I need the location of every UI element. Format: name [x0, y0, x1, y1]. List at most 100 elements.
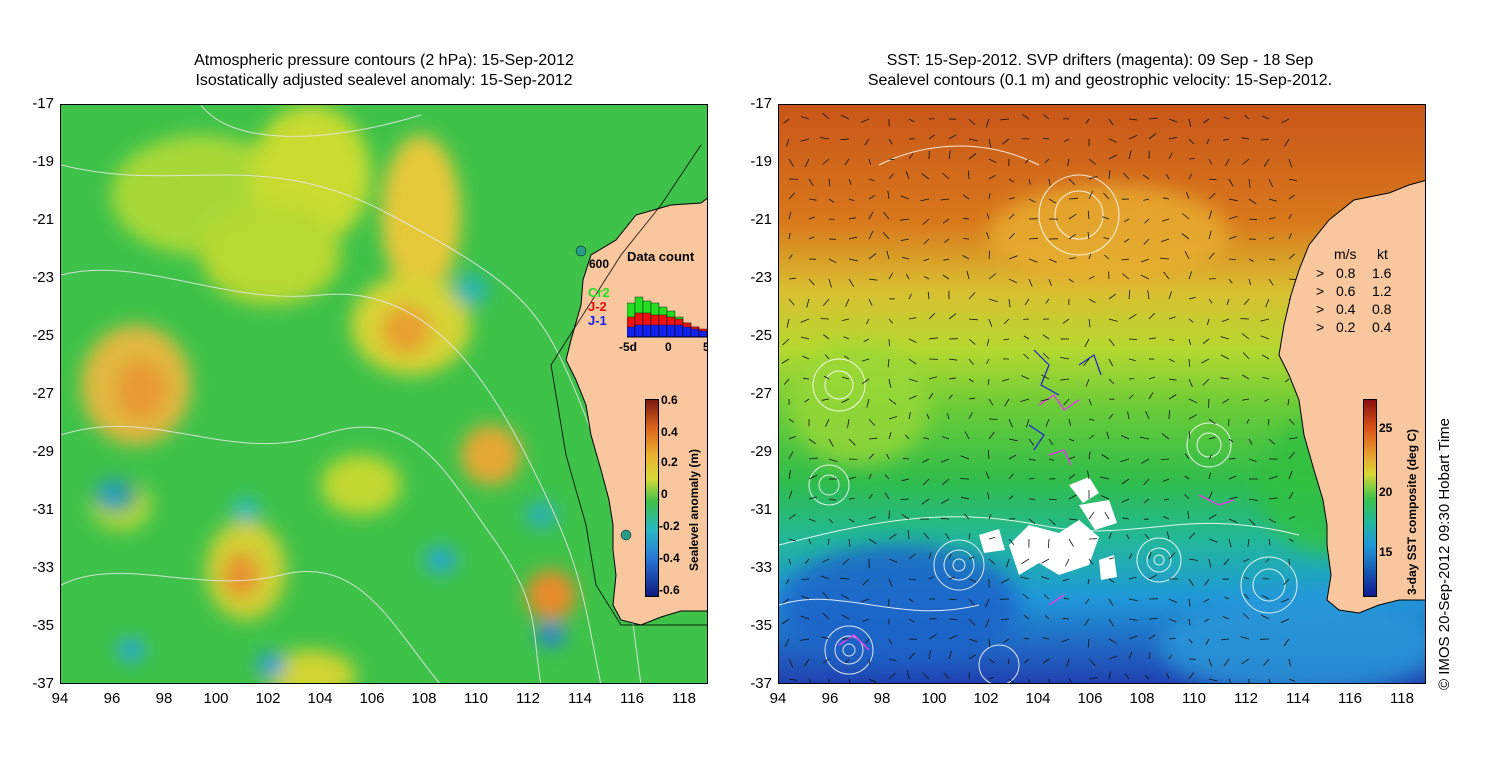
- velocity-vector: [968, 338, 976, 345]
- velocity-vector: [1061, 638, 1070, 643]
- velocity-vector: [1208, 158, 1213, 165]
- velocity-vector: [900, 498, 910, 500]
- velocity-vector: [948, 150, 951, 160]
- velocity-vector: [1208, 252, 1215, 260]
- right-ytick: -25: [750, 327, 772, 344]
- velocity-vector: [1265, 558, 1270, 563]
- velocity-vector: [1023, 658, 1030, 664]
- velocity-vector: [1101, 454, 1110, 460]
- velocity-vector: [1148, 634, 1156, 640]
- velocity-vector: [1008, 213, 1015, 220]
- velocity-vector: [1208, 230, 1212, 240]
- velocity-vector: [1288, 437, 1298, 440]
- velocity-vector: [1008, 495, 1014, 500]
- velocity-vector: [868, 178, 875, 182]
- right-title-line2: Sealevel contours (0.1 m) and geostrophi…: [867, 72, 1333, 89]
- velocity-vector: [1028, 438, 1035, 446]
- velocity-vector: [1268, 475, 1278, 480]
- velocity-vector: [888, 533, 897, 540]
- velocity-vector: [1028, 678, 1030, 683]
- velocity-vector: [1142, 174, 1150, 180]
- velocity-vector: [900, 218, 910, 221]
- velocity-vector: [941, 478, 950, 486]
- velocity-vector: [843, 355, 850, 360]
- velocity-vector: [848, 538, 851, 547]
- velocity-vector: [963, 217, 970, 220]
- velocity-vector: [822, 558, 830, 563]
- velocity-vector: [800, 638, 810, 641]
- velocity-vector: [1068, 233, 1076, 240]
- velocity-vector: [783, 118, 790, 124]
- velocity-vector: [1168, 118, 1178, 123]
- left-xtick: 98: [155, 690, 173, 707]
- velocity-vector: [1108, 378, 1115, 385]
- velocity-vector: [1088, 511, 1095, 520]
- vel-ms-2: 0.6: [1336, 283, 1356, 299]
- velocity-vector: [1008, 454, 1017, 460]
- velocity-vector: [1123, 172, 1130, 180]
- velocity-vector: [1087, 578, 1090, 585]
- velocity-vector: [888, 658, 897, 662]
- velocity-vector: [840, 138, 850, 141]
- velocity-vector: [788, 558, 791, 565]
- velocity-vector: [1208, 418, 1216, 425]
- velocity-vector: [1226, 298, 1230, 306]
- velocity-vector: [848, 198, 855, 202]
- velocity-vector: [987, 492, 990, 500]
- velocity-vector: [1060, 378, 1070, 381]
- velocity-vector: [940, 198, 950, 201]
- velocity-vector: [1128, 394, 1134, 400]
- velocity-vector: [985, 471, 990, 480]
- velocity-vector: [1228, 258, 1236, 260]
- velocity-vector: [1022, 593, 1030, 600]
- velocity-vector: [847, 418, 850, 428]
- sla-colorbar: [645, 399, 659, 597]
- velocity-vector: [888, 398, 897, 405]
- velocity-vector: [948, 553, 952, 560]
- velocity-vector: [800, 615, 810, 620]
- velocity-vector: [988, 175, 996, 180]
- velocity-vector: [788, 678, 798, 681]
- velocity-vector: [962, 194, 970, 200]
- vel-legend-row-4: >0.2 0.4: [1316, 319, 1392, 335]
- velocity-vector: [1060, 357, 1070, 360]
- velocity-vector: [963, 238, 970, 240]
- velocity-vector: [1021, 375, 1030, 380]
- velocity-vector: [888, 338, 890, 347]
- velocity-vector: [848, 438, 856, 446]
- velocity-vector: [1108, 655, 1118, 660]
- velocity-vector: [1088, 658, 1096, 666]
- sst-map[interactable]: m/s kt >0.8 1.6 >0.6 1.2 >0.4 0.8 >0.2 0.4 2…: [778, 104, 1426, 684]
- velocity-vector: [888, 318, 894, 324]
- velocity-vector: [804, 398, 810, 403]
- velocity-vector: [841, 376, 850, 380]
- velocity-vector: [1126, 534, 1130, 540]
- velocity-vector: [1108, 154, 1118, 160]
- velocity-vector: [868, 516, 877, 520]
- left-ytick: -19: [32, 153, 54, 170]
- velocity-vector: [888, 416, 898, 420]
- velocity-vector: [1088, 298, 1096, 304]
- velocity-vector: [1188, 414, 1197, 420]
- velocity-vector: [985, 618, 990, 628]
- velocity-vector: [1247, 538, 1250, 547]
- velocity-vector: [1248, 178, 1251, 188]
- velocity-vector: [1268, 678, 1271, 683]
- data-count-xtick-1: -5d: [619, 340, 637, 354]
- sla-map[interactable]: Data count 600 Cr2 J-2 J-1 -5d 0 5 0.6 0…: [60, 104, 708, 684]
- velocity-vector: [988, 158, 997, 164]
- velocity-vector: [1248, 498, 1258, 501]
- velocity-vector: [942, 172, 950, 180]
- velocity-vector: [786, 318, 790, 328]
- velocity-vector: [1246, 418, 1250, 424]
- velocity-vector: [902, 458, 910, 460]
- velocity-vector: [908, 553, 916, 560]
- left-ytick: -21: [32, 211, 54, 228]
- right-xtick: 94: [769, 690, 787, 707]
- velocity-vector: [1221, 638, 1230, 641]
- velocity-vector: [803, 377, 810, 380]
- velocity-vector: [1023, 614, 1030, 620]
- right-ytick: -27: [750, 385, 772, 402]
- velocity-vector: [928, 392, 934, 400]
- velocity-vector: [1148, 117, 1158, 120]
